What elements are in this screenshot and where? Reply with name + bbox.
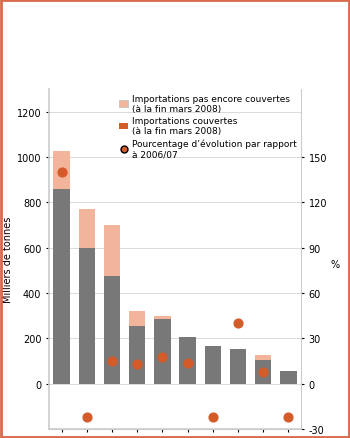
- Bar: [79, 248, 95, 384]
- Y-axis label: Milliers de tonnes: Milliers de tonnes: [2, 216, 13, 303]
- Bar: [180, 338, 196, 384]
- Point: [160, 353, 165, 360]
- Y-axis label: %: %: [331, 259, 340, 269]
- Bar: [54, 189, 70, 384]
- Bar: [104, 226, 120, 276]
- Bar: [79, 210, 95, 248]
- Point: [235, 320, 241, 327]
- Point: [134, 361, 140, 368]
- Point: [109, 358, 115, 365]
- Bar: [129, 311, 145, 326]
- Bar: [255, 355, 271, 360]
- Bar: [129, 326, 145, 384]
- Point: [59, 169, 64, 176]
- Bar: [104, 276, 120, 384]
- Bar: [154, 319, 170, 384]
- Point: [286, 413, 291, 420]
- Text: Figure 6: Figure 6: [14, 16, 72, 29]
- Bar: [280, 371, 296, 384]
- Point: [260, 368, 266, 375]
- Text: . Afrique australe - Besoins: . Afrique australe - Besoins: [66, 16, 234, 29]
- Legend: Importations pas encore couvertes
(à la fin mars 2008), Importations couvertes
(: Importations pas encore couvertes (à la …: [119, 94, 296, 159]
- Point: [84, 413, 90, 420]
- Point: [210, 413, 216, 420]
- Bar: [205, 346, 221, 384]
- Text: pourcentage d’évolution par rapport à 2006/07: pourcentage d’évolution par rapport à 20…: [14, 70, 310, 83]
- Bar: [154, 316, 170, 319]
- Bar: [54, 152, 70, 189]
- Bar: [230, 350, 246, 384]
- Text: d’importations céréalières pour 2007/08 et: d’importations céréalières pour 2007/08 …: [14, 43, 284, 56]
- Point: [185, 359, 190, 366]
- Bar: [255, 360, 271, 384]
